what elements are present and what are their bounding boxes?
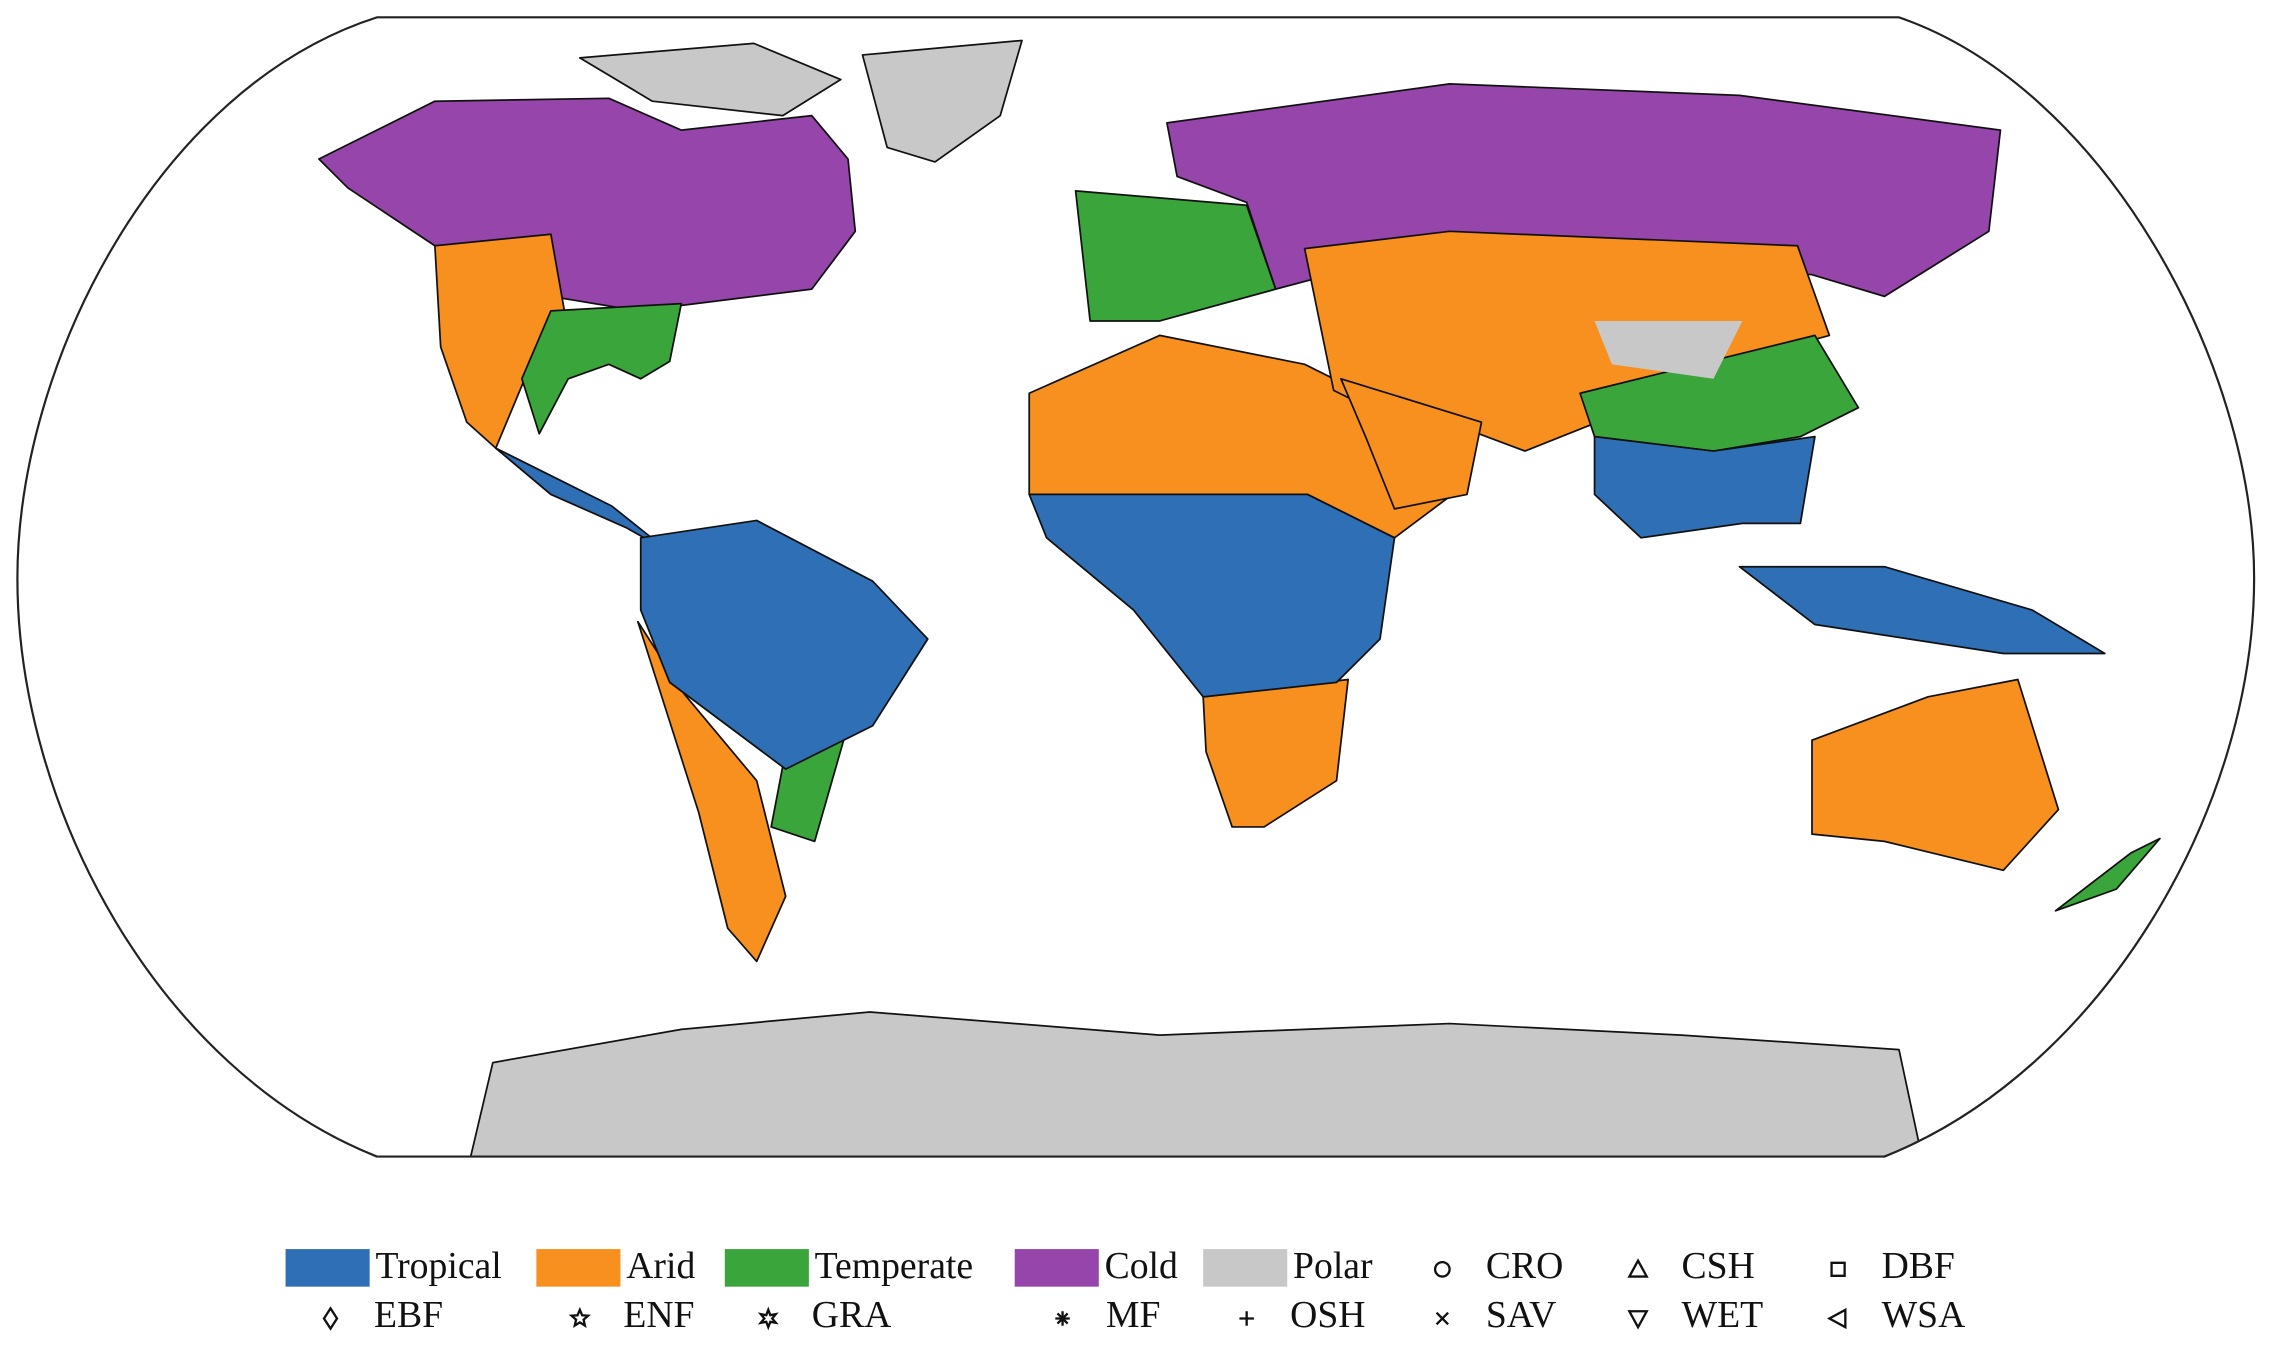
legend-label: CRO [1486,1245,1563,1287]
legend-label: Tropical [375,1245,501,1287]
legend-label: MF [1106,1294,1160,1336]
map-area: Tropical Arid Temperate Cold Polar CRO CSH DBF E… [16,16,2256,1336]
map-outline [16,16,2256,1158]
legend-label: SAV [1486,1294,1557,1336]
land-polar-arctic-islands [578,42,842,117]
legend: Tropical Arid Temperate Cold Polar CRO CSH DBF E… [285,1245,1966,1336]
land-tropical-se-asia [1593,435,1816,539]
legend-symbol [1433,1261,1451,1278]
legend-label: WET [1682,1294,1764,1336]
legend-label: GRA [812,1294,892,1336]
legend-swatch [536,1249,621,1287]
legend-label: Arid [626,1245,695,1287]
legend-symbol [1826,1307,1847,1330]
legend-symbol [757,1306,779,1331]
land-tropical-africa [1028,493,1396,698]
legend-symbol [1239,1311,1254,1326]
legend-symbol [1055,1311,1070,1326]
legend-symbol [322,1306,339,1331]
legend-symbol [1627,1258,1649,1278]
legend-swatch [1203,1249,1288,1287]
land [318,39,2161,1157]
legend-swatch [724,1249,809,1287]
land-polar-tibet [1594,320,1743,379]
land-cold-north-america [318,97,857,312]
legend-swatch [1014,1249,1099,1287]
legend-symbol [1435,1311,1449,1326]
legend-swatch [285,1249,370,1287]
land-polar-antarctica [463,1011,1929,1157]
legend-symbol [1830,1261,1846,1277]
land-arid-north-america [434,233,570,450]
legend-label: Cold [1105,1245,1178,1287]
legend-symbol [1627,1310,1649,1330]
land-arid-australia [1811,678,2060,872]
land-tropical-indonesia [1738,565,2106,655]
legend-label: CSH [1682,1245,1755,1287]
land-temperate-europe [1074,189,1277,322]
legend-label: WSA [1882,1294,1966,1336]
legend-label: ENF [623,1294,694,1336]
legend-label: DBF [1882,1245,1955,1287]
land-arid-south-america [636,620,787,963]
legend-label: EBF [374,1294,443,1336]
legend-label: Polar [1293,1245,1373,1287]
land-tropical-south-america [639,519,929,770]
land-polar-greenland [861,39,1023,163]
legend-symbol [568,1306,591,1329]
legend-label: Temperate [815,1245,973,1287]
legend-label: OSH [1290,1294,1365,1336]
land-arid-arabia [1340,377,1483,510]
land-temperate-north-america [520,302,683,435]
land-arid-southern-africa [1202,678,1349,828]
land-temperate-new-zealand [2054,837,2161,912]
